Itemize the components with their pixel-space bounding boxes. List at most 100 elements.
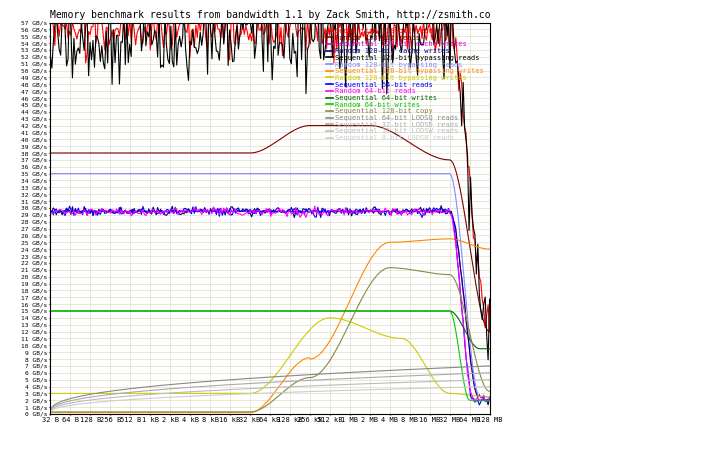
- Sequential 128-bit reads: [444, 22, 453, 28]
- Random 128-bit bypassing writes: [485, 394, 494, 400]
- Sequential 64-bit writes: [307, 308, 316, 314]
- Sequential 32-bit LODSD reads: [46, 410, 55, 415]
- Sequential 128-bit bypassing writes: [416, 238, 425, 243]
- Random 128-bit reads: [307, 123, 316, 128]
- Random 64-bit writes: [315, 308, 323, 314]
- Line: Random 128-bit bypassing reads: Random 128-bit bypassing reads: [50, 174, 490, 397]
- Line: Random 64-bit reads: Random 64-bit reads: [50, 206, 490, 402]
- Line: Sequential 128-bit reads: Sequential 128-bit reads: [50, 0, 490, 332]
- Sequential 128-bit reads: [46, 22, 55, 28]
- Random 128-bit cache writes: [46, 210, 55, 216]
- Random 128-bit bypassing reads: [416, 171, 425, 176]
- Sequential 128-bit reads: [416, 24, 425, 29]
- Sequential 8-bit LODSB reads: [307, 389, 316, 394]
- Sequential 128-bit bypassing writes: [485, 247, 494, 252]
- Sequential 128-bit reads: [48, 17, 56, 22]
- Sequential 128-bit bypassing reads: [315, 46, 323, 52]
- Sequential 16-bit LODSW reads: [306, 383, 315, 389]
- Sequential 64-bit reads: [418, 215, 426, 220]
- Sequential 128-bit cache writes: [444, 209, 453, 214]
- Sequential 16-bit LODSW reads: [315, 383, 323, 388]
- Random 64-bit writes: [306, 308, 315, 314]
- Random 128-bit reads: [485, 329, 494, 334]
- Line: Sequential 32-bit LODSD reads: Sequential 32-bit LODSD reads: [50, 373, 490, 412]
- Sequential 16-bit LODSW reads: [416, 379, 425, 385]
- Random 64-bit writes: [307, 308, 316, 314]
- Random 64-bit reads: [471, 400, 480, 405]
- Random 64-bit reads: [446, 211, 454, 216]
- Sequential 64-bit LODSQ reads: [485, 363, 494, 369]
- Sequential 128-bit bypassing reads: [48, 65, 56, 71]
- Random 128-bit bypassing reads: [46, 171, 55, 176]
- Line: Random 128-bit bypassing writes: Random 128-bit bypassing writes: [50, 318, 490, 397]
- Sequential 128-bit copy: [306, 375, 315, 380]
- Random 128-bit bypassing reads: [477, 394, 485, 400]
- Random 64-bit writes: [466, 397, 474, 403]
- Random 128-bit reads: [46, 150, 55, 156]
- Sequential 128-bit reads: [306, 41, 315, 46]
- Sequential 128-bit cache writes: [477, 397, 485, 403]
- Sequential 64-bit LODSQ reads: [48, 405, 56, 410]
- Sequential 64-bit LODSQ reads: [444, 365, 453, 370]
- Sequential 32-bit LODSD reads: [307, 378, 316, 383]
- Sequential 64-bit reads: [446, 209, 454, 215]
- Text: Memory benchmark results from bandwidth 1.1 by Zack Smith, http://zsmith.co: Memory benchmark results from bandwidth …: [50, 10, 491, 20]
- Random 128-bit bypassing writes: [446, 391, 454, 396]
- Sequential 128-bit copy: [385, 265, 394, 270]
- Line: Sequential 8-bit LODSB reads: Sequential 8-bit LODSB reads: [50, 387, 490, 413]
- Random 128-bit cache writes: [437, 203, 446, 208]
- Line: Sequential 16-bit LODSW reads: Sequential 16-bit LODSW reads: [50, 380, 490, 413]
- Sequential 128-bit copy: [315, 371, 323, 376]
- Sequential 8-bit LODSB reads: [306, 389, 315, 394]
- Random 128-bit cache writes: [315, 209, 323, 214]
- Random 64-bit writes: [416, 308, 425, 314]
- Random 64-bit reads: [307, 208, 316, 214]
- Sequential 64-bit writes: [444, 308, 453, 314]
- Sequential 64-bit writes: [315, 308, 323, 314]
- Sequential 32-bit LODSD reads: [48, 405, 56, 411]
- Random 128-bit bypassing reads: [306, 171, 315, 176]
- Random 128-bit bypassing writes: [418, 357, 426, 363]
- Line: Random 64-bit writes: Random 64-bit writes: [50, 311, 490, 400]
- Random 128-bit bypassing writes: [315, 319, 323, 324]
- Sequential 8-bit LODSB reads: [444, 385, 453, 390]
- Sequential 64-bit writes: [306, 308, 315, 314]
- Sequential 64-bit reads: [485, 397, 494, 403]
- Random 128-bit bypassing writes: [307, 325, 316, 330]
- Sequential 64-bit LODSQ reads: [306, 372, 315, 378]
- Legend: Sequential 128-bit reads, Random 128-bit reads, Sequential 128-bit cache writes,: Sequential 128-bit reads, Random 128-bit…: [324, 26, 486, 143]
- Random 128-bit bypassing reads: [307, 171, 316, 176]
- Random 128-bit bypassing writes: [48, 391, 56, 396]
- Sequential 8-bit LODSB reads: [46, 410, 55, 416]
- Sequential 128-bit reads: [307, 19, 316, 24]
- Random 64-bit reads: [316, 211, 325, 216]
- Sequential 128-bit cache writes: [307, 209, 316, 214]
- Random 64-bit reads: [46, 211, 55, 216]
- Sequential 128-bit bypassing reads: [418, 42, 426, 47]
- Random 128-bit cache writes: [307, 211, 316, 216]
- Sequential 128-bit bypassing writes: [446, 236, 454, 242]
- Sequential 128-bit bypassing writes: [307, 356, 316, 361]
- Sequential 128-bit bypassing reads: [46, 53, 55, 58]
- Random 128-bit reads: [418, 148, 426, 153]
- Sequential 16-bit LODSW reads: [48, 406, 56, 412]
- Sequential 128-bit bypassing writes: [46, 410, 55, 415]
- Random 128-bit cache writes: [446, 209, 454, 214]
- Random 128-bit cache writes: [416, 205, 425, 210]
- Sequential 128-bit bypassing writes: [48, 410, 56, 415]
- Sequential 64-bit LODSQ reads: [46, 409, 55, 414]
- Random 64-bit writes: [444, 308, 453, 314]
- Random 128-bit cache writes: [48, 209, 56, 215]
- Sequential 64-bit LODSQ reads: [416, 366, 425, 372]
- Random 128-bit reads: [306, 123, 315, 128]
- Sequential 64-bit writes: [485, 346, 494, 351]
- Line: Sequential 64-bit LODSQ reads: Sequential 64-bit LODSQ reads: [50, 366, 490, 412]
- Random 128-bit bypassing reads: [444, 171, 453, 176]
- Sequential 16-bit LODSW reads: [46, 410, 55, 415]
- Sequential 8-bit LODSB reads: [416, 386, 425, 391]
- Line: Random 128-bit cache writes: Random 128-bit cache writes: [50, 206, 490, 405]
- Sequential 64-bit LODSQ reads: [315, 371, 323, 377]
- Sequential 128-bit bypassing reads: [484, 357, 492, 363]
- Sequential 128-bit cache writes: [306, 209, 315, 214]
- Random 128-bit bypassing reads: [315, 171, 323, 176]
